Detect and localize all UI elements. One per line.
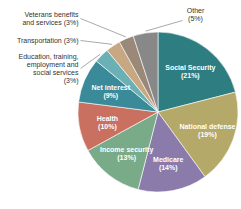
svg-text:Income security(13%): Income security(13%) [100, 146, 153, 162]
svg-text:Other(5%): Other(5%) [187, 7, 205, 23]
svg-text:Veterans benefitsand services: Veterans benefitsand services (3%) [22, 11, 79, 27]
svg-text:Net interest(9%): Net interest(9%) [92, 84, 131, 100]
svg-text:National defense(19%): National defense(19%) [179, 123, 235, 139]
svg-text:Health(10%): Health(10%) [97, 115, 118, 131]
svg-text:Transportation (3%): Transportation (3%) [17, 37, 79, 45]
svg-text:Medicare(14%): Medicare(14%) [153, 156, 183, 172]
svg-text:Social Security(21%): Social Security(21%) [165, 64, 215, 80]
svg-text:Education, training,employment: Education, training,employment andsocial… [19, 53, 79, 85]
